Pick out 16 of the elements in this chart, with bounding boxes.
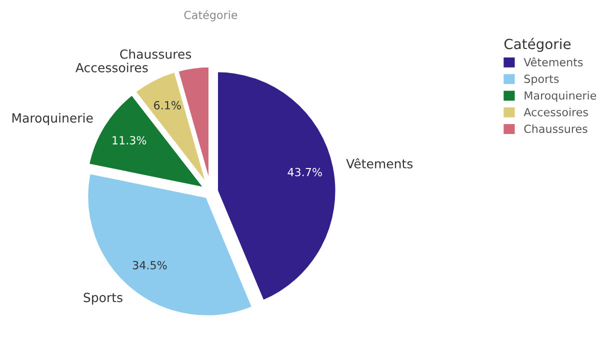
data-label: 11.3% <box>112 136 146 144</box>
legend-title: Catégorie <box>504 38 571 52</box>
legend-label: Chaussures <box>524 124 588 133</box>
legend-label: Accessoires <box>524 108 588 116</box>
slice-label: Sports <box>84 292 122 305</box>
data-label: 43.7% <box>288 168 322 176</box>
chart-title: Catégorie <box>184 10 238 22</box>
slice-label: Vêtements <box>346 158 413 168</box>
slice-label: Accessoires <box>76 62 148 72</box>
data-label: 34.5% <box>132 260 167 270</box>
slice-label: Chaussures <box>120 49 192 59</box>
slice-label: Maroquinerie <box>12 113 93 126</box>
data-label: 6.1% <box>154 101 181 110</box>
legend-label: Maroquinerie <box>524 91 596 102</box>
legend-label: Sports <box>524 74 559 86</box>
legend-label: Vêtements <box>524 57 583 66</box>
